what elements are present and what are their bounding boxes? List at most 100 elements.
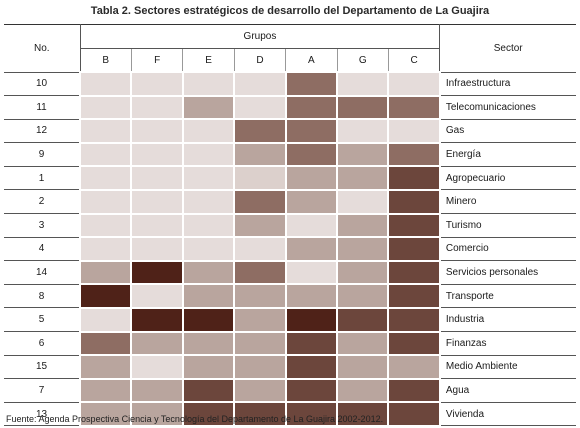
cell: [233, 165, 287, 191]
cell: [284, 141, 339, 168]
cell: [233, 141, 287, 168]
row-sector: Gas: [439, 119, 576, 144]
cell: [181, 94, 236, 121]
row-sector: Infraestructura: [439, 72, 576, 97]
cell: [181, 188, 236, 215]
row-sector: Servicios personales: [439, 260, 576, 285]
cell: [79, 141, 133, 168]
cell: [284, 306, 339, 333]
cell: [387, 236, 441, 262]
cell: [284, 259, 339, 286]
group-letter: E: [182, 48, 235, 73]
cell: [79, 118, 133, 144]
cell: [233, 94, 287, 121]
cell: [387, 283, 441, 309]
cell: [336, 71, 390, 97]
group-letter: D: [233, 48, 286, 73]
cell: [284, 236, 339, 262]
cell: [130, 71, 184, 97]
cell: [284, 165, 339, 191]
row: 10 Infraestructura: [4, 71, 576, 97]
row: 1 Agropecuario: [4, 165, 576, 191]
cell: [130, 165, 184, 191]
row-no: 3: [4, 213, 81, 238]
cell: [79, 71, 133, 97]
cell: [233, 71, 287, 97]
cell: [336, 259, 390, 286]
row-sector: Comercio: [439, 237, 576, 262]
cell: [233, 354, 287, 380]
row-sector: Medio Ambiente: [439, 355, 576, 380]
source-note: Fuente: Agenda Prospectiva Ciencia y Tec…: [6, 414, 384, 424]
row-sector: Vivienda: [439, 402, 576, 427]
cell: [336, 118, 390, 144]
row: 4 Comercio: [4, 236, 576, 262]
row-no: 2: [4, 189, 81, 215]
cell: [181, 141, 236, 168]
row-no: 4: [4, 237, 81, 262]
cell: [284, 212, 339, 239]
cell: [79, 330, 133, 357]
cell: [233, 330, 287, 357]
row: 15 Medio Ambiente: [4, 354, 576, 380]
row-sector: Agropecuario: [439, 166, 576, 191]
cell: [284, 283, 339, 309]
cell: [336, 212, 390, 239]
cell: [181, 165, 236, 191]
cell: [79, 306, 133, 333]
cell: [284, 330, 339, 357]
row: 5 Industria: [4, 306, 576, 333]
cell: [284, 118, 339, 144]
cell: [336, 306, 390, 333]
row-no: 1: [4, 166, 81, 191]
cell: [79, 283, 133, 309]
row: 12 Gas: [4, 118, 576, 144]
cell: [130, 330, 184, 357]
row-no: 15: [4, 355, 81, 380]
table-body: 10 Infraestructura 11 Telecomunicaciones 12 G…: [4, 71, 576, 427]
cell: [130, 283, 184, 309]
cell: [233, 236, 287, 262]
row-sector: Finanzas: [439, 331, 576, 356]
cell: [130, 212, 184, 239]
row-no: 13: [4, 402, 81, 427]
cell: [181, 212, 236, 239]
cell: [130, 188, 184, 215]
cell: [387, 354, 441, 380]
cell: [79, 236, 133, 262]
group-letter: F: [130, 48, 183, 73]
row-no: 6: [4, 331, 81, 356]
cell: [181, 330, 236, 357]
cell: [387, 212, 441, 239]
cell: [233, 188, 287, 215]
row: 3 Turismo: [4, 212, 576, 239]
cell: [233, 259, 287, 286]
cell: [130, 236, 184, 262]
row-no: 9: [4, 142, 81, 167]
cell: [387, 306, 441, 333]
cell: [130, 401, 184, 427]
cell: [336, 354, 390, 380]
cell: [233, 283, 287, 309]
cell: [79, 94, 133, 121]
cell: [181, 283, 236, 309]
row-no: 8: [4, 284, 81, 309]
cell: [336, 141, 390, 168]
row-sector: Telecomunicaciones: [439, 95, 576, 120]
row-no: 10: [4, 72, 81, 97]
cell: [336, 401, 390, 427]
cell: [387, 188, 441, 215]
header-sector: Sector: [439, 24, 576, 73]
cell: [284, 377, 339, 404]
cell: [79, 165, 133, 191]
cell: [130, 354, 184, 380]
cell: [130, 377, 184, 404]
row-sector: Minero: [439, 189, 576, 215]
row: 8 Transporte: [4, 283, 576, 309]
row: 13 Vivienda: [4, 401, 576, 427]
row-no: 14: [4, 260, 81, 285]
cell: [336, 236, 390, 262]
cell: [79, 259, 133, 286]
cell: [284, 354, 339, 380]
